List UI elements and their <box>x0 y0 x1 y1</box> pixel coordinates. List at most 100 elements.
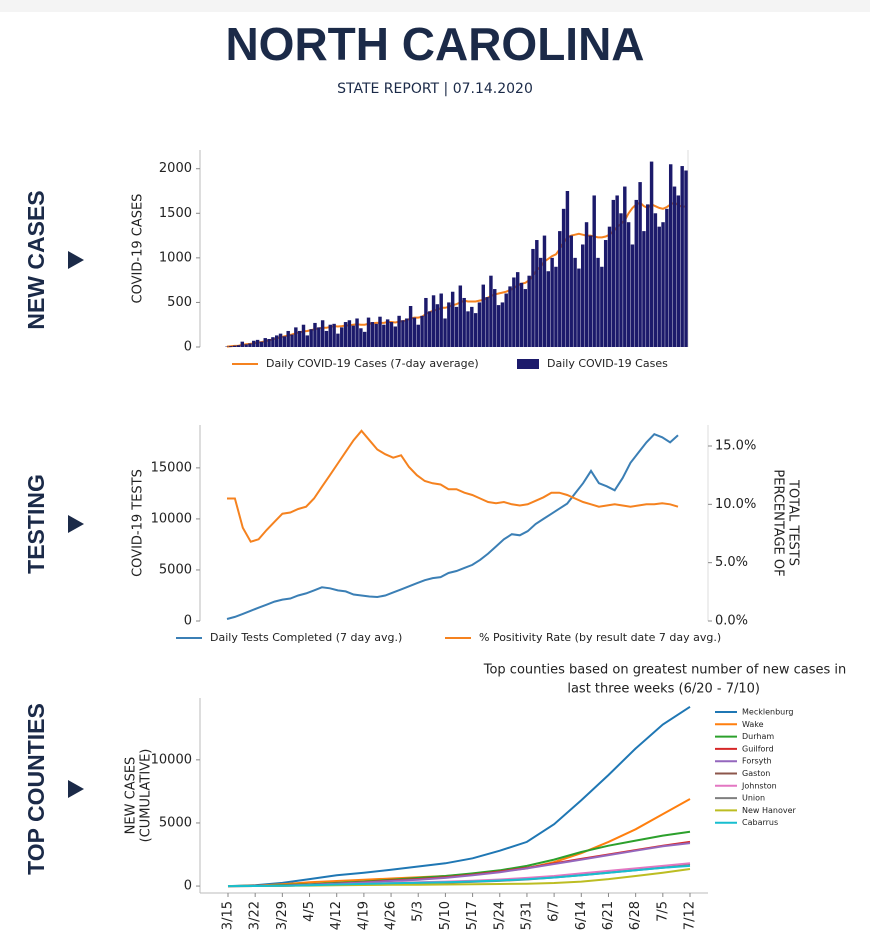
bar <box>470 306 474 347</box>
arrow <box>68 515 84 533</box>
legend-label: % Positivity Rate (by result date 7 day … <box>479 631 721 644</box>
bar <box>615 195 619 347</box>
bar <box>324 330 329 347</box>
bar <box>401 320 405 347</box>
bar <box>623 186 627 347</box>
bar <box>252 340 256 347</box>
y-axis-label: (CUMULATIVE) <box>139 749 154 843</box>
legend-label: New Hanover <box>742 806 797 815</box>
x-tick-label: 4/19 <box>356 901 371 930</box>
legend-swatch <box>517 359 539 369</box>
arrow <box>68 251 84 269</box>
bar <box>267 338 271 347</box>
bar <box>244 344 248 347</box>
bar <box>393 326 398 347</box>
legend-label: Gaston <box>742 769 770 778</box>
legend-label: Guilford <box>742 744 774 753</box>
bar <box>362 331 367 347</box>
bar <box>458 285 463 347</box>
bar <box>680 166 684 347</box>
bar <box>626 222 631 347</box>
x-tick-label: 6/21 <box>601 901 616 930</box>
y-axis-label: NEW CASES <box>124 757 139 835</box>
y-tick-label: 5000 <box>159 815 192 830</box>
bar <box>473 313 478 347</box>
bar <box>477 302 482 347</box>
bar <box>561 208 566 347</box>
x-tick-label: 3/29 <box>275 901 290 930</box>
x-tick-label: 3/22 <box>248 901 263 930</box>
bar <box>320 320 325 347</box>
legend-label: Cabarrus <box>742 818 778 827</box>
bar <box>512 277 516 347</box>
bar <box>489 275 493 347</box>
bar <box>630 244 635 347</box>
x-tick-label: 6/14 <box>574 901 589 930</box>
bar <box>343 322 348 347</box>
bar <box>347 320 352 347</box>
bar <box>642 231 646 347</box>
x-tick-label: 5/17 <box>465 901 480 930</box>
bar <box>596 257 600 347</box>
bar <box>634 199 638 347</box>
legend-label: Daily COVID-19 Cases (7-day average) <box>266 357 479 370</box>
y-tick-label: 1000 <box>159 250 192 265</box>
bar <box>282 336 287 347</box>
bar <box>603 240 608 347</box>
bar <box>416 324 420 347</box>
y-tick-label: 5000 <box>159 562 192 577</box>
y2-axis-label: TOTAL TESTS <box>786 479 801 566</box>
bar <box>684 170 688 347</box>
x-tick-label: 7/12 <box>683 901 698 930</box>
bar <box>577 268 581 347</box>
bar <box>661 222 665 347</box>
y-tick-label: 2000 <box>159 161 192 176</box>
bar <box>385 319 390 347</box>
line <box>227 705 691 888</box>
bar <box>328 324 332 347</box>
bar <box>428 311 432 347</box>
bar <box>263 338 267 347</box>
bar <box>508 286 512 347</box>
y2-tick-label: 0.0% <box>715 614 748 629</box>
legend-label: Daily Tests Completed (7 day avg.) <box>210 631 402 644</box>
legend-label: Wake <box>742 720 764 729</box>
x-tick-label: 6/7 <box>547 901 562 922</box>
y2-tick-label: 5.0% <box>715 555 748 570</box>
bar <box>500 302 505 347</box>
bar <box>229 346 233 347</box>
bar <box>313 322 317 347</box>
section-label: TESTING <box>23 474 49 574</box>
bar <box>443 318 447 347</box>
page-title: NORTH CAROLINA <box>225 18 644 70</box>
bar <box>297 330 302 347</box>
bar <box>519 282 524 347</box>
section-label: TOP COUNTIES <box>23 703 49 875</box>
y-tick-label: 10000 <box>151 511 192 526</box>
bar <box>305 335 310 347</box>
bar <box>649 161 654 347</box>
x-tick-label: 5/31 <box>519 901 534 930</box>
bar <box>515 272 520 347</box>
bar <box>424 297 428 347</box>
bar <box>672 186 677 347</box>
legend-label: Mecklenburg <box>742 708 793 717</box>
y-tick-label: 0 <box>184 614 192 629</box>
bar <box>366 317 371 347</box>
bar <box>431 295 436 347</box>
y2-tick-label: 10.0% <box>715 497 756 512</box>
x-tick-label: 7/5 <box>655 901 670 922</box>
y2-axis-label: PERCENTAGE OF <box>771 469 786 576</box>
y2-tick-label: 15.0% <box>715 439 756 454</box>
x-tick-label: 4/5 <box>302 901 317 922</box>
bar <box>278 333 283 347</box>
line <box>227 842 691 888</box>
bar <box>420 315 424 347</box>
y-tick-label: 0 <box>184 340 192 355</box>
bar <box>301 324 306 347</box>
bar <box>676 195 681 347</box>
line <box>227 840 691 888</box>
legend-label: Forsyth <box>742 757 772 766</box>
bar <box>485 297 489 347</box>
